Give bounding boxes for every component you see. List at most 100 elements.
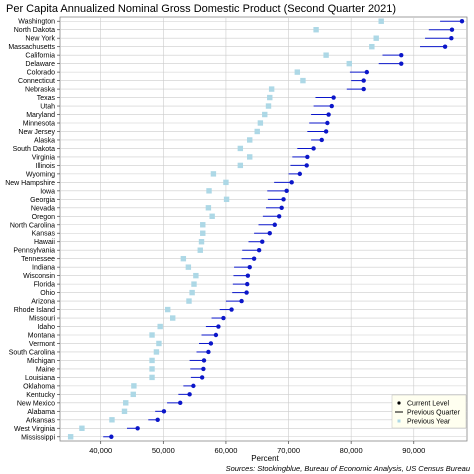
previous-year-marker [149,374,155,381]
state-label: Wisconsin [23,273,55,280]
previous-year-marker [323,52,329,58]
current-level-point [229,307,234,312]
previous-year-marker [79,425,85,431]
state-label: Louisiana [25,375,55,382]
state-label: Vermont [29,341,55,348]
current-level-point [161,409,167,414]
previous-year-marker [237,145,244,152]
state-label: Delaware [25,61,55,68]
state-label: Texas [37,95,56,102]
state-label: Michigan [27,358,55,365]
x-tick-label: 60,000 [214,446,237,455]
state-label: Wyoming [26,171,55,178]
state-label: New Jersey [18,129,55,136]
state-label: California [25,53,55,60]
current-level-point [213,332,219,338]
source-note: Sources: Stockingblue, Bureau of Economi… [226,464,471,473]
current-level-point [272,222,277,227]
current-level-point [239,298,244,304]
chart-title: Per Capita Annualized Nominal Gross Dome… [6,3,396,15]
previous-year-marker [200,222,206,228]
state-label: Indiana [32,265,55,272]
previous-year-marker [237,162,244,169]
current-level-point [135,426,140,431]
state-label: Maryland [26,112,55,119]
state-label: Nebraska [25,87,55,94]
state-label: Mississippi [21,434,55,441]
state-label: Arkansas [26,417,56,424]
state-label: Illinois [36,163,56,170]
previous-year-marker [109,417,115,423]
current-level-point [364,69,370,75]
previous-year-marker [131,383,137,389]
current-level-point [267,231,272,236]
state-label: Missouri [29,316,56,323]
current-level-point [399,52,404,58]
current-level-point [178,400,183,406]
current-level-point [256,248,262,253]
state-label: Nevada [31,205,55,212]
previous-year-marker [223,196,230,203]
x-tick-label: 50,000 [152,446,175,455]
state-label: New York [25,36,55,43]
current-level-point [247,264,252,270]
current-level-point [245,281,250,287]
current-level-point [276,214,282,219]
current-level-point [221,315,226,321]
previous-year-marker [265,103,272,109]
current-level-point [289,180,294,185]
previous-year-marker [193,272,199,279]
previous-year-marker [369,43,375,50]
state-label: South Dakota [13,146,56,153]
state-label: Utah [40,104,55,111]
previous-year-marker [185,264,192,270]
state-label: Minnesota [23,121,55,128]
current-level-point [399,61,404,66]
state-label: North Dakota [14,27,55,34]
current-level-point [304,163,309,168]
previous-year-marker [210,171,217,177]
previous-year-marker [254,128,260,135]
current-level-point [155,417,160,422]
state-label: Georgia [30,197,55,204]
previous-year-marker [378,18,384,24]
state-label: Tennessee [21,256,55,263]
previous-year-marker [313,27,319,33]
state-label: Oregon [32,214,55,221]
previous-year-marker [223,179,229,186]
state-label: South Carolina [9,349,55,356]
current-level-point [331,95,336,100]
current-level-point [323,129,329,134]
current-level-point [244,290,249,295]
current-level-point [260,239,265,244]
previous-year-marker [186,298,192,304]
previous-year-marker [205,205,212,211]
state-label: Alabama [27,409,55,416]
current-level-point [329,103,334,109]
legend-current-symbol [397,401,401,405]
state-label: Massachusetts [8,44,55,51]
previous-year-marker [200,230,206,236]
previous-year-marker [267,94,273,101]
state-label: Iowa [40,188,55,195]
previous-year-marker [121,408,128,415]
state-label: Washington [18,19,55,26]
state-label: West Virginia [14,426,55,433]
state-label: Idaho [37,324,55,331]
legend: Current Level Previous Quarter Previous Ye… [391,394,467,429]
previous-year-marker [130,391,136,398]
previous-year-marker [164,306,171,313]
state-label: Ohio [40,290,55,297]
previous-year-marker [170,315,176,321]
state-label: Florida [34,282,56,289]
current-level-point [442,44,448,49]
previous-year-marker [191,281,197,287]
current-level-point [281,197,286,202]
x-tick-label: 40,000 [89,446,112,455]
state-label: Arizona [31,299,55,306]
legend-label: Previous Year [407,419,451,426]
previous-year-marker [257,120,264,126]
legend-previous-year-symbol [397,419,401,423]
state-label: Montana [28,333,55,340]
